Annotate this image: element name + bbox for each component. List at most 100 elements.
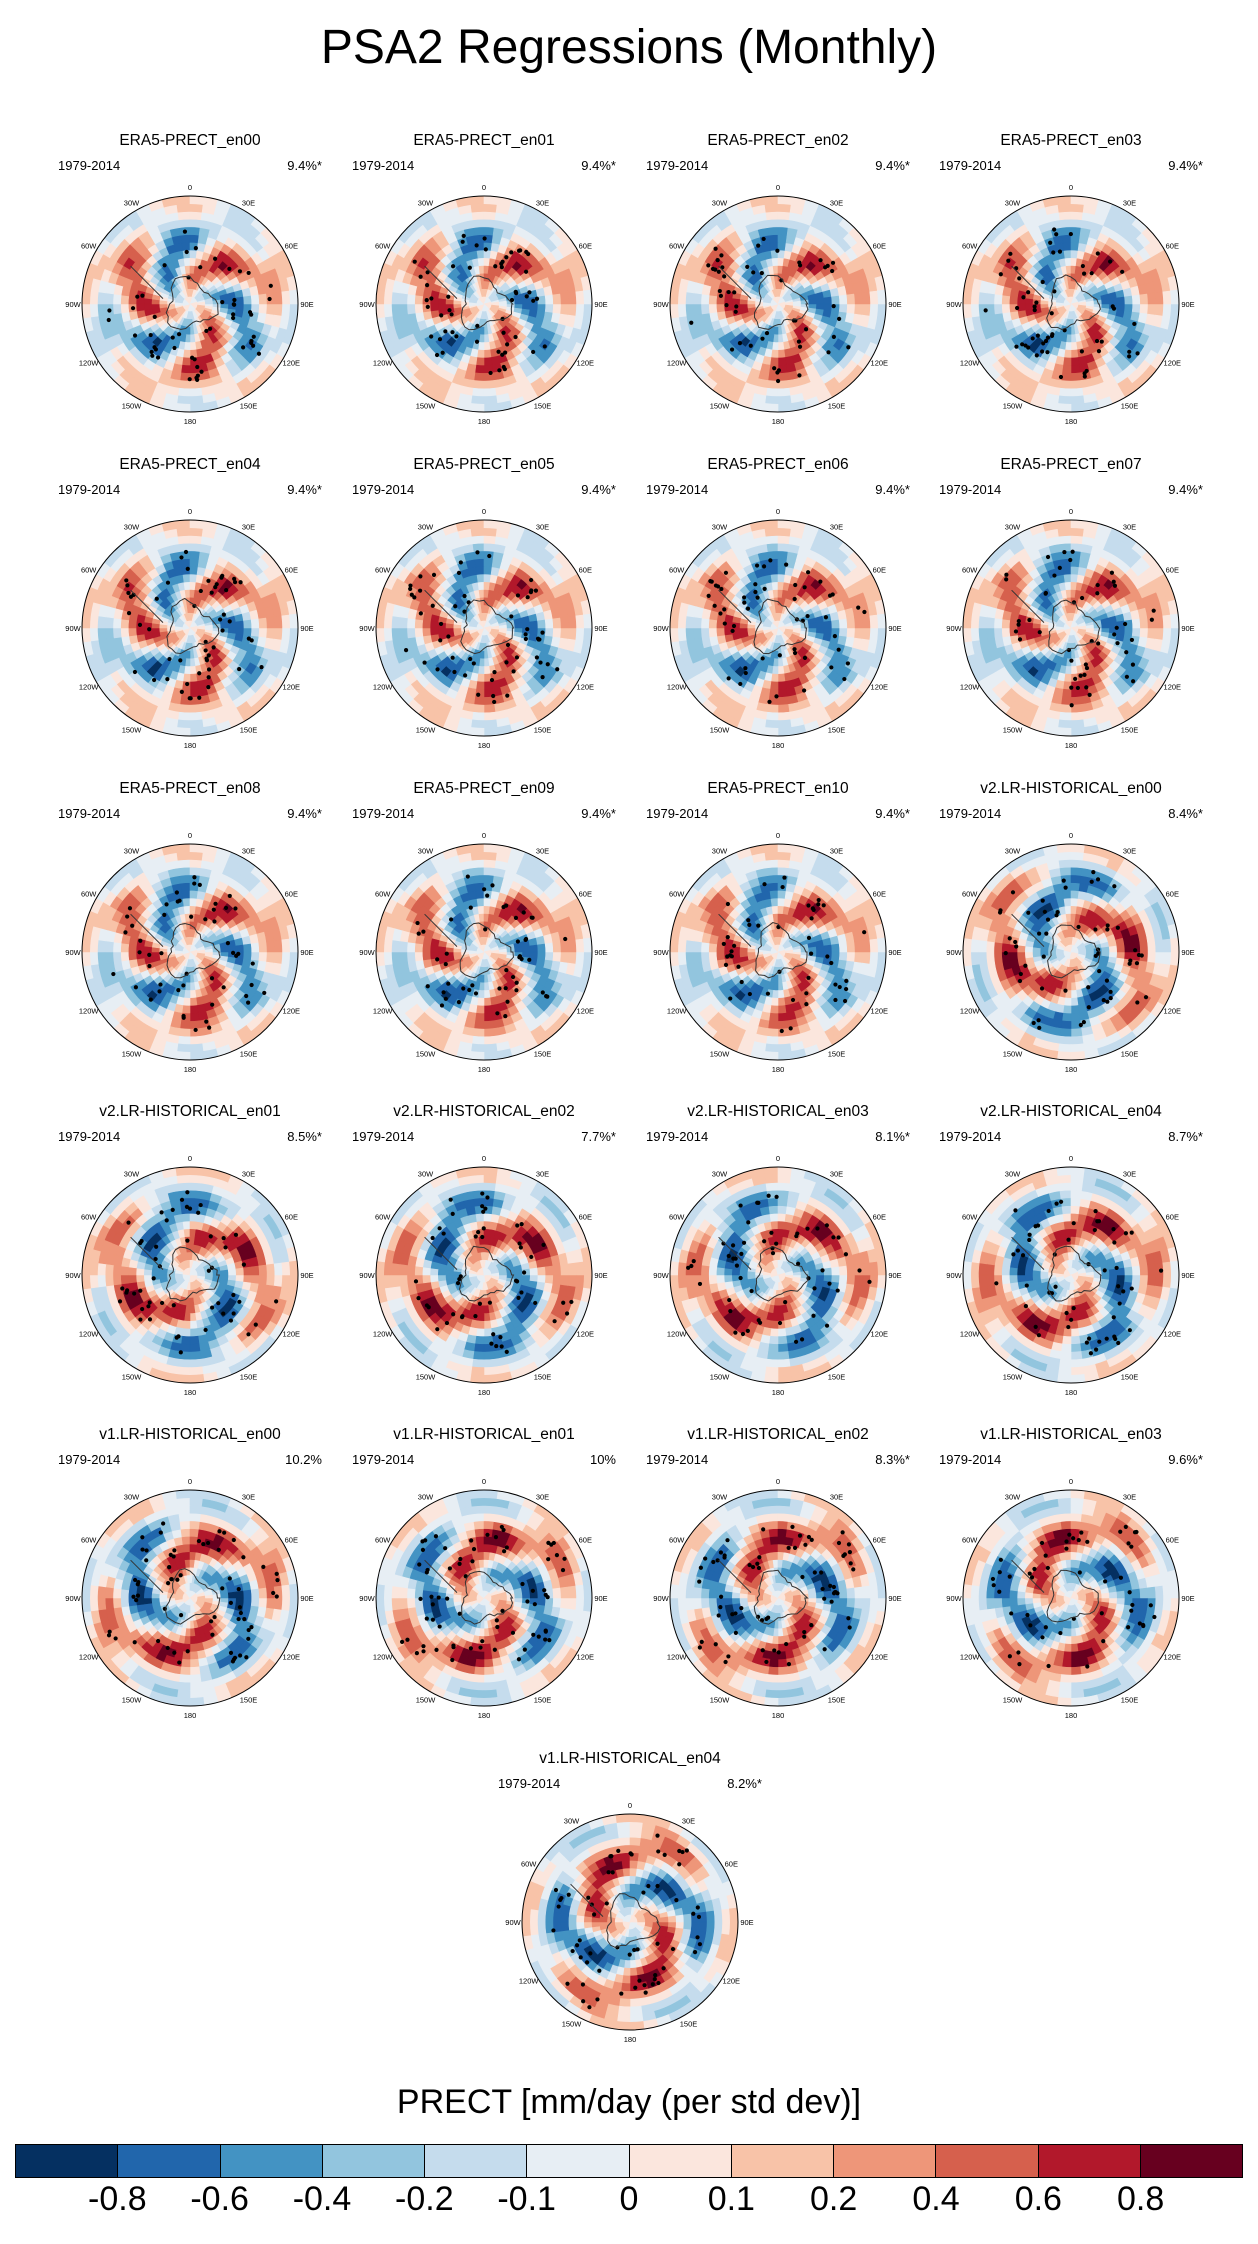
colorbar-tick-label: -0.6: [190, 2180, 249, 2218]
map-boundary: [81, 1489, 299, 1707]
regression-field: [670, 844, 886, 1060]
regression-field: [963, 1167, 1179, 1383]
lon-label-right: 90E: [1181, 300, 1194, 309]
lon-label-right: 90E: [300, 300, 313, 309]
lon-label-right-upper: 60E: [873, 566, 886, 575]
lon-label-upper-left: 30W: [712, 1493, 728, 1502]
panel-title: v2.LR-HISTORICAL_en01: [99, 1103, 281, 1120]
lon-label-left-lower: 120W: [960, 683, 981, 692]
lon-label-right: 90E: [594, 948, 607, 957]
lon-label-upper-left: 30W: [1005, 199, 1021, 208]
significance-stipples: [551, 1833, 702, 2010]
lon-label-upper-left: 30W: [712, 847, 728, 856]
lon-label-right-lower: 120E: [577, 1330, 595, 1339]
lon-label-right: 90E: [300, 1594, 313, 1603]
lon-label-left: 90W: [65, 300, 81, 309]
lon-label-right-upper: 60E: [1166, 1536, 1179, 1545]
lon-label-left: 90W: [653, 1594, 669, 1603]
lon-label-left-upper: 60W: [669, 566, 685, 575]
lon-label-left-lower: 120W: [373, 1007, 394, 1016]
lon-label-right: 90E: [1181, 1271, 1194, 1280]
lon-label-right-upper: 60E: [579, 242, 592, 251]
colorbar-swatch: [220, 2145, 323, 2177]
lon-label-top: 0: [1069, 507, 1073, 516]
lon-label-upper-left: 30W: [418, 847, 434, 856]
panel-title: ERA5-PRECT_en00: [119, 132, 261, 149]
panel-variance-percent: 8.4%*: [1168, 806, 1203, 821]
colorbar-swatch: [425, 2145, 528, 2177]
polar-map: 0 30E 60E 90E 120E 150E 180 150W 120W 90W 60W 30W: [946, 507, 1194, 750]
lon-label-lower-right: 150E: [680, 2019, 698, 2028]
lon-label-upper-right: 30E: [536, 199, 549, 208]
lon-label-right-lower: 120E: [577, 359, 595, 368]
lon-label-right: 90E: [888, 948, 901, 957]
lon-label-left: 90W: [359, 948, 375, 957]
lon-label-right-lower: 120E: [283, 1330, 301, 1339]
lon-label-bottom: 180: [478, 1711, 491, 1720]
lon-label-top: 0: [188, 183, 192, 192]
panel-years: 1979-2014: [352, 158, 415, 173]
significance-stipples: [697, 1524, 856, 1667]
lon-label-bottom: 180: [1065, 1711, 1078, 1720]
lon-label-upper-right: 30E: [1123, 199, 1136, 208]
lon-label-right-lower: 120E: [283, 683, 301, 692]
coastline: [165, 275, 219, 330]
polar-map: 0 30E 60E 90E 120E 150E 180 150W 120W 90W 60W 30W: [946, 183, 1194, 426]
lon-label-upper-right: 30E: [242, 847, 255, 856]
lon-label-left-upper: 60W: [962, 566, 978, 575]
polar-map: 0 30E 60E 90E 120E 150E 180 150W 120W 90W 60W 30W: [653, 507, 901, 750]
panel-variance-percent: 8.7%*: [1168, 1129, 1203, 1144]
panel-title: v1.LR-HISTORICAL_en04: [539, 1750, 721, 1767]
lon-label-left-lower: 120W: [79, 683, 100, 692]
lon-label-lower-left: 150W: [122, 1695, 143, 1704]
lon-label-left: 90W: [653, 300, 669, 309]
significance-stipples: [403, 550, 560, 705]
map-boundary: [375, 843, 593, 1061]
lon-label-lower-left: 150W: [416, 1049, 437, 1058]
lon-label-bottom: 180: [184, 1711, 197, 1720]
lon-label-lower-left: 150W: [1003, 725, 1024, 734]
coastline: [460, 599, 515, 655]
lon-label-right-upper: 60E: [285, 890, 298, 899]
lon-label-lower-right: 150E: [240, 401, 258, 410]
panel-title: ERA5-PRECT_en05: [413, 456, 555, 473]
panel-title: v1.LR-HISTORICAL_en03: [980, 1426, 1162, 1443]
lon-label-left-lower: 120W: [667, 1653, 688, 1662]
colorbar-tick-label: 0.2: [810, 2180, 858, 2218]
lon-label-right-lower: 120E: [283, 1007, 301, 1016]
lon-label-right: 90E: [1181, 948, 1194, 957]
panel-variance-percent: 10%: [589, 1452, 616, 1467]
coastline: [459, 922, 514, 979]
lon-label-upper-left: 30W: [124, 199, 140, 208]
lon-label-left-upper: 60W: [962, 242, 978, 251]
panel-variance-percent: 9.4%*: [287, 158, 322, 173]
lon-label-right-lower: 120E: [283, 1653, 301, 1662]
panel-title: ERA5-PRECT_en10: [707, 780, 849, 797]
lon-label-top: 0: [1069, 1477, 1073, 1486]
lon-label-lower-right: 150E: [240, 1049, 258, 1058]
lon-label-left-upper: 60W: [669, 1213, 685, 1222]
map-panel: 0 30E 60E 90E 120E 150E 180 150W 120W 90W 60W 30W ER…: [921, 456, 1221, 756]
coastline: [755, 922, 808, 979]
lon-label-top: 0: [188, 831, 192, 840]
panel-title: ERA5-PRECT_en09: [413, 780, 555, 797]
lon-label-right-upper: 60E: [873, 242, 886, 251]
lon-label-top: 0: [776, 1477, 780, 1486]
map-panel: 0 30E 60E 90E 120E 150E 180 150W 120W 90W 60W 30W v2…: [334, 1103, 634, 1403]
map-panel: 0 30E 60E 90E 120E 150E 180 150W 120W 90W 60W 30W v1…: [628, 1426, 928, 1726]
lon-label-top: 0: [188, 1154, 192, 1163]
lon-label-left-lower: 120W: [79, 359, 100, 368]
colorbar-tick-label: 0: [619, 2180, 639, 2218]
lon-label-bottom: 180: [1065, 417, 1078, 426]
lon-label-right: 90E: [888, 1594, 901, 1603]
lon-label-lower-left: 150W: [1003, 1049, 1024, 1058]
lon-label-right-lower: 120E: [1164, 683, 1182, 692]
lon-label-lower-right: 150E: [1121, 1372, 1139, 1381]
panel-variance-percent: 9.4%*: [875, 158, 910, 173]
lon-label-right: 90E: [594, 624, 607, 633]
lon-label-lower-left: 150W: [416, 725, 437, 734]
map-boundary: [962, 195, 1180, 413]
panel-years: 1979-2014: [498, 1776, 561, 1791]
lon-label-left-upper: 60W: [669, 890, 685, 899]
colorbar-swatch: [834, 2145, 937, 2177]
